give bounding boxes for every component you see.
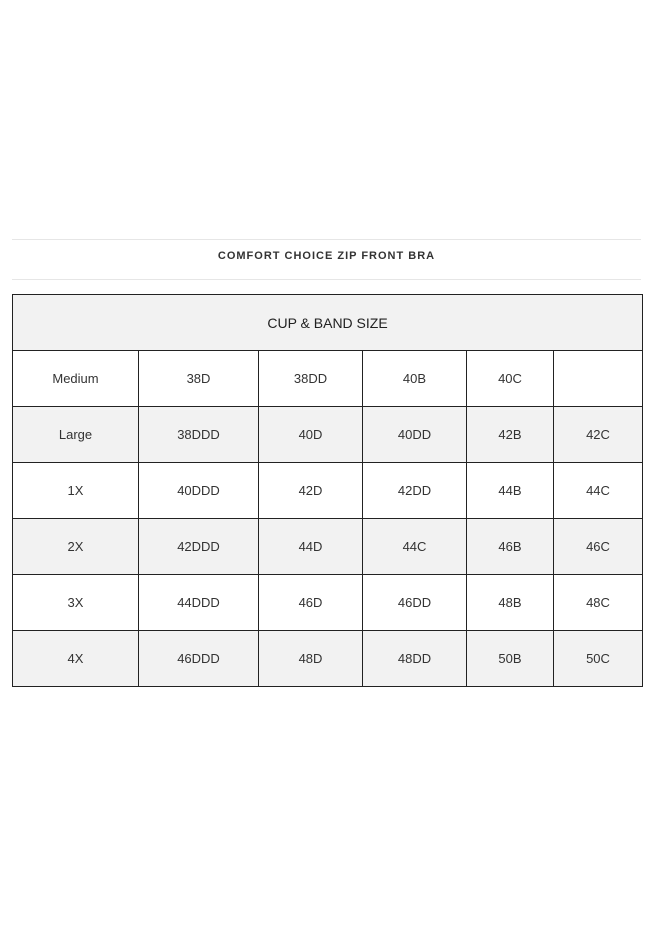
cup-band-cell: 38D [138,350,259,407]
cup-band-cell: 46DDD [138,630,259,687]
table-header: CUP & BAND SIZE [11,294,644,351]
size-label-cell: Large [12,406,139,463]
cup-band-cell: 38DDD [138,406,259,463]
cup-band-cell: 50C [552,630,644,687]
size-label-cell: 3X [12,574,139,631]
cup-band-cell: 40DD [362,406,467,463]
cup-band-cell: 42DD [362,462,467,519]
table-row: 4X 46DDD 48D 48DD 50B 50C [12,630,644,687]
table-row: 1X 40DDD 42D 42DD 44B 44C [12,462,644,519]
size-label-cell: 1X [12,462,139,519]
cup-band-cell: 42B [466,406,554,463]
size-label-cell: 4X [12,630,139,687]
cup-band-cell: 44C [362,518,467,575]
cup-band-cell: 44DDD [138,574,259,631]
top-divider [12,239,641,240]
cup-band-cell: 48C [552,574,644,631]
page-title: COMFORT CHOICE ZIP FRONT BRA [217,250,436,262]
bottom-divider [12,279,641,280]
cup-band-cell: 40B [362,350,467,407]
cup-band-cell: 44B [466,462,554,519]
cup-band-cell: 40C [466,350,554,407]
cup-band-cell: 44C [552,462,644,519]
cup-band-cell: 42D [258,462,363,519]
cup-band-cell: 44D [258,518,363,575]
table-row: 2X 42DDD 44D 44C 46B 46C [12,518,644,575]
cup-band-cell: 38DD [258,350,363,407]
cup-band-cell: 48D [258,630,363,687]
cup-band-cell: 40DDD [138,462,259,519]
size-label-cell: Medium [12,350,139,407]
table-row: Medium 38D 38DD 40B 40C [12,350,644,407]
cup-band-cell: 46DD [362,574,467,631]
cup-band-cell: 46B [466,518,554,575]
table-row: 3X 44DDD 46D 46DD 48B 48C [12,574,644,631]
cup-band-cell: 42C [552,406,644,463]
cup-band-cell: 48DD [362,630,467,687]
cup-band-cell: 50B [466,630,554,687]
size-label-cell: 2X [12,518,139,575]
cup-band-cell: 46C [552,518,644,575]
size-chart-table: CUP & BAND SIZE Medium 38D 38DD 40B 40C Large… [11,294,644,687]
cup-band-cell: 46D [258,574,363,631]
table-row: Large 38DDD 40D 40DD 42B 42C [12,406,644,463]
cup-band-cell [552,350,644,407]
cup-band-cell: 48B [466,574,554,631]
cup-band-cell: 42DDD [138,518,259,575]
cup-band-cell: 40D [258,406,363,463]
